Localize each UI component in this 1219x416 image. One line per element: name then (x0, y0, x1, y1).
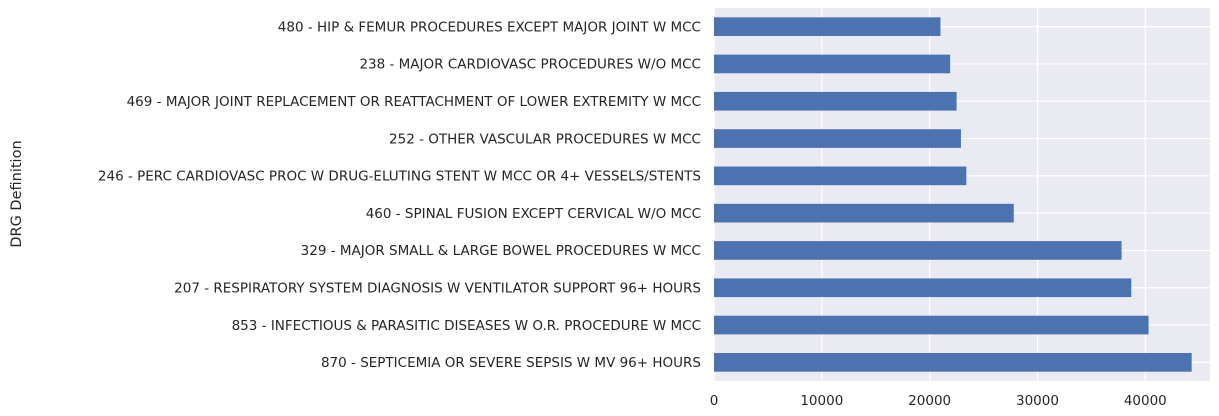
category-label: 252 - OTHER VASCULAR PROCEDURES W MCC (389, 131, 701, 147)
bars (714, 17, 1192, 372)
bar (714, 278, 1132, 298)
category-label: 870 - SEPTICEMIA OR SEVERE SEPSIS W MV 9… (321, 355, 701, 371)
x-tick-labels: 0 10000 20000 30000 40000 (710, 393, 1167, 409)
bar (714, 17, 941, 36)
y-axis-title: DRG Definition (9, 140, 25, 247)
category-labels: 480 - HIP & FEMUR PROCEDURES EXCEPT MAJO… (98, 19, 701, 371)
x-tick-label: 0 (710, 393, 719, 409)
bar (714, 203, 1014, 223)
bar (714, 166, 967, 186)
category-label: 329 - MAJOR SMALL & LARGE BOWEL PROCEDUR… (301, 243, 701, 259)
category-label: 469 - MAJOR JOINT REPLACEMENT OR REATTAC… (127, 94, 701, 110)
category-label: 207 - RESPIRATORY SYSTEM DIAGNOSIS W VEN… (174, 280, 701, 296)
bar (714, 54, 951, 74)
category-label: 246 - PERC CARDIOVASC PROC W DRUG-ELUTIN… (98, 169, 701, 185)
x-tick-label: 30000 (1016, 393, 1059, 409)
bar (714, 129, 961, 148)
bar (714, 91, 957, 111)
x-tick-label: 10000 (800, 393, 843, 409)
category-label: 480 - HIP & FEMUR PROCEDURES EXCEPT MAJO… (278, 19, 701, 35)
category-label: 853 - INFECTIOUS & PARASITIC DISEASES W … (232, 318, 701, 334)
bar (714, 353, 1192, 372)
category-label: 238 - MAJOR CARDIOVASC PROCEDURES W/O MC… (359, 57, 701, 73)
category-label: 460 - SPINAL FUSION EXCEPT CERVICAL W/O … (366, 206, 701, 222)
bar (714, 315, 1149, 335)
bar (714, 241, 1122, 260)
x-tick-label: 40000 (1124, 393, 1167, 409)
x-tick-label: 20000 (908, 393, 951, 409)
